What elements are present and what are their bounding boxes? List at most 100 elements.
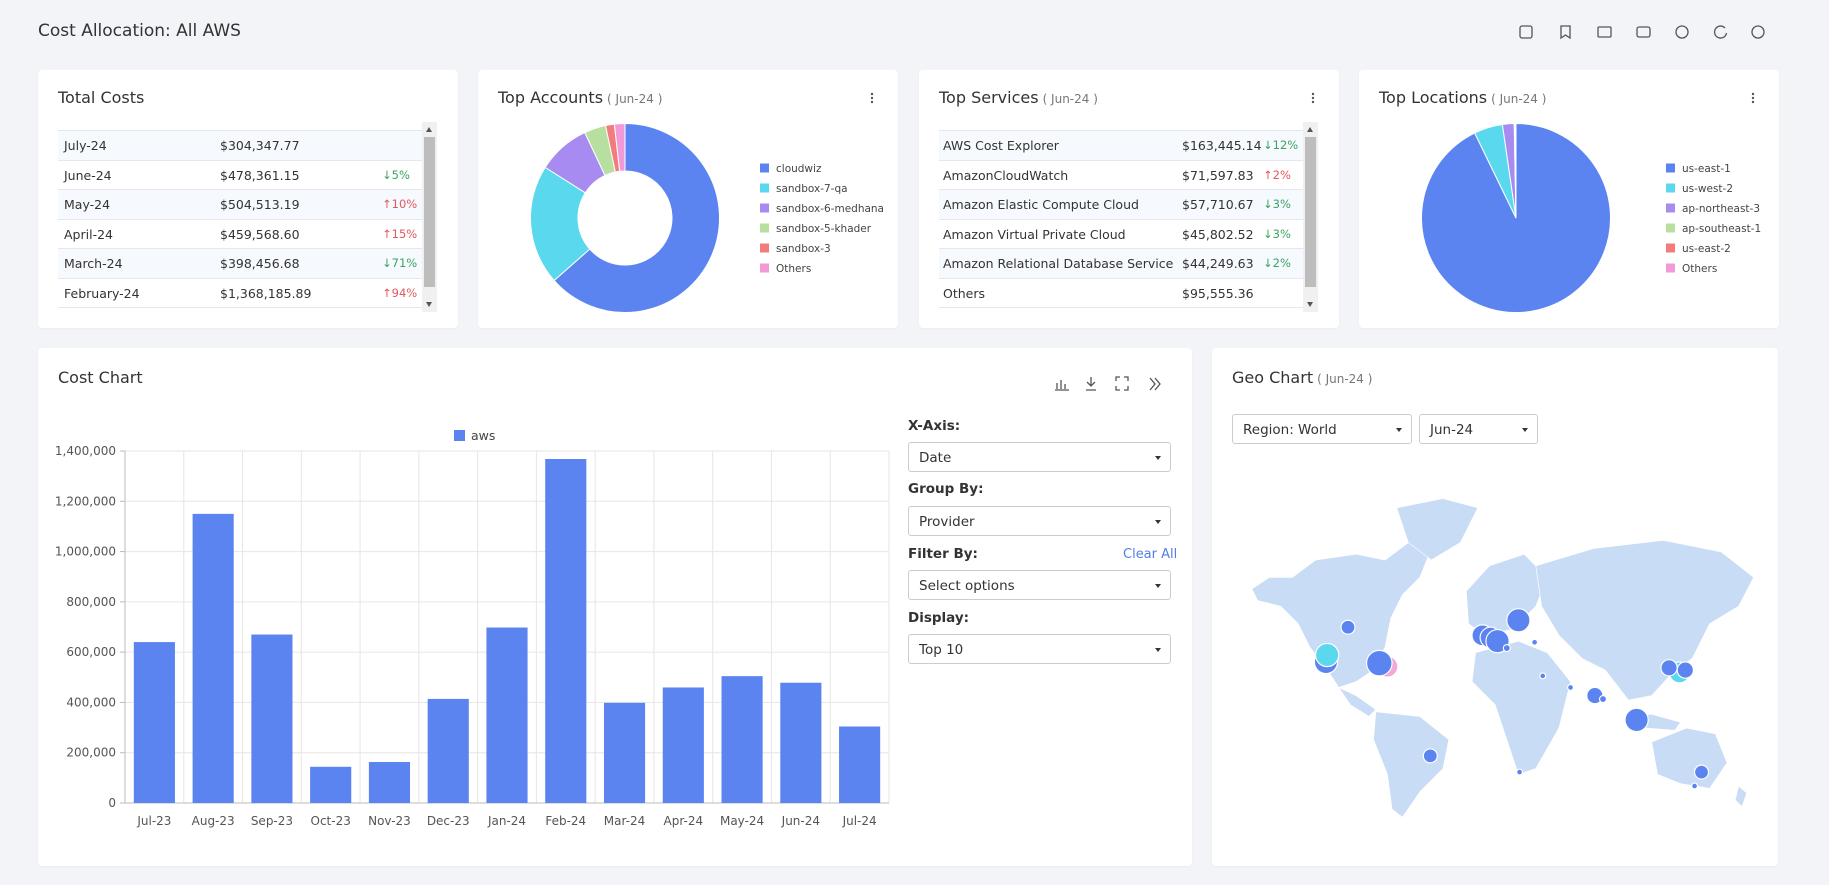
south-america xyxy=(1373,711,1450,818)
bar xyxy=(662,687,704,803)
chart-type-icon[interactable] xyxy=(1055,380,1069,391)
location-bubble[interactable] xyxy=(1506,608,1531,633)
x-tick-label: Apr-24 xyxy=(664,814,704,828)
location-bubble[interactable] xyxy=(1598,695,1608,704)
x-axis-select[interactable]: Date xyxy=(908,442,1171,472)
table-cell: $45,802.52 xyxy=(1182,226,1254,242)
y-tick-label: 800,000 xyxy=(66,595,116,609)
clear-all-link[interactable]: Clear All xyxy=(1123,547,1178,562)
location-bubble[interactable] xyxy=(1624,707,1649,733)
legend-label: cloudwiz xyxy=(776,163,822,175)
filter-by-select[interactable]: Select options xyxy=(908,570,1171,600)
legend-swatch xyxy=(760,183,769,193)
location-bubble[interactable] xyxy=(1502,644,1511,653)
panel-title: Geo Chart( Jun-24 ) xyxy=(1232,368,1372,387)
x-tick-label: May-24 xyxy=(720,814,764,828)
greenland xyxy=(1396,498,1479,561)
bookmark-icon[interactable] xyxy=(1560,25,1571,40)
chart-toolbar xyxy=(1055,376,1161,391)
period-select[interactable]: Jun-24 xyxy=(1419,414,1538,444)
location-bubble[interactable] xyxy=(1422,748,1438,764)
scrollbar[interactable] xyxy=(422,122,437,312)
legend-label: us-west-2 xyxy=(1682,183,1733,195)
bar xyxy=(780,682,822,803)
location-bubble[interactable] xyxy=(1567,684,1575,691)
top-services-table: AWS Cost Explorer $163,445.14 ↓12% AmazonCl… xyxy=(939,130,1303,308)
table-cell: ↑15% xyxy=(382,226,418,241)
x-tick-label: Aug-23 xyxy=(192,814,235,828)
group-by-select[interactable]: Provider xyxy=(908,506,1171,536)
header-toolbar xyxy=(1519,25,1765,40)
legend-label: ap-northeast-3 xyxy=(1682,203,1760,215)
fullscreen-icon[interactable] xyxy=(1115,376,1129,391)
refresh-icon[interactable] xyxy=(1713,25,1728,39)
location-bubble[interactable] xyxy=(1676,661,1694,679)
mail-icon[interactable] xyxy=(1597,26,1612,38)
collapse-icon[interactable] xyxy=(1149,377,1161,391)
location-bubble[interactable] xyxy=(1516,768,1524,776)
region-select[interactable]: Region: World xyxy=(1232,414,1412,444)
scrollbar[interactable] xyxy=(1303,122,1318,312)
cost-chart-panel: Cost Chart 0 200,000 400,000 600,000 800,000… xyxy=(38,348,1192,866)
menu-icon[interactable] xyxy=(1751,92,1755,104)
display-select[interactable]: Top 10 xyxy=(908,634,1171,664)
legend-label: aws xyxy=(471,428,495,443)
location-bubble[interactable] xyxy=(1531,638,1539,646)
table-cell: ↓5% xyxy=(382,167,410,182)
table-cell: Others xyxy=(943,285,986,301)
location-bubble[interactable] xyxy=(1340,619,1356,635)
bar xyxy=(310,766,352,803)
legend-swatch xyxy=(454,430,465,441)
download-icon[interactable] xyxy=(1086,377,1096,391)
bar xyxy=(368,762,411,803)
menu-icon[interactable] xyxy=(1311,92,1315,104)
info-icon[interactable] xyxy=(1675,25,1689,39)
location-bubble[interactable] xyxy=(1691,782,1699,790)
bar xyxy=(427,698,469,803)
africa xyxy=(1471,640,1571,775)
table-cell: ↓12% xyxy=(1263,138,1299,152)
help-icon[interactable] xyxy=(1751,25,1765,39)
legend-swatch xyxy=(760,203,769,213)
location-bubble[interactable] xyxy=(1660,659,1678,677)
x-tick-label: Jul-24 xyxy=(842,814,877,828)
title-text: Top Accounts xyxy=(498,88,604,107)
total-costs-panel: Total Costs July-24 $304,347.77 June-24 $47… xyxy=(38,70,458,328)
table-row: July-24 $304,347.77 xyxy=(58,131,422,161)
table-cell: $163,445.14 xyxy=(1182,138,1262,153)
legend-label: sandbox-3 xyxy=(776,243,831,255)
location-bubble[interactable] xyxy=(1693,764,1710,780)
table-cell: April-24 xyxy=(64,226,113,242)
legend-swatch xyxy=(1666,163,1675,173)
x-tick-label: Jan-24 xyxy=(487,814,526,828)
bar xyxy=(133,642,175,803)
y-tick-label: 600,000 xyxy=(66,645,116,659)
legend-swatch xyxy=(1666,223,1675,233)
location-bubble[interactable] xyxy=(1314,642,1340,668)
subtitle: ( Jun-24 ) xyxy=(1317,372,1373,386)
table-cell: June-24 xyxy=(64,167,112,183)
donut-chart: cloudwiz sandbox-7-qa sandbox-6-medhana san… xyxy=(530,122,884,313)
table-cell: ↑94% xyxy=(382,285,418,300)
legend-swatch xyxy=(760,243,769,253)
page-title: Cost Allocation: All AWS xyxy=(38,21,241,41)
legend-label: sandbox-6-medhana xyxy=(776,203,884,215)
camera-icon[interactable] xyxy=(1636,26,1651,38)
bar-chart: 0 200,000 400,000 600,000 800,000 1,000,000 1,… xyxy=(55,428,890,828)
legend-swatch xyxy=(1666,203,1675,213)
world-map xyxy=(1251,498,1755,818)
location-bubble[interactable] xyxy=(1539,672,1547,680)
menu-icon[interactable] xyxy=(870,92,874,104)
top-services-panel: Top Services( Jun-24 ) AWS Cost Explorer… xyxy=(919,70,1339,328)
title-text: Geo Chart xyxy=(1232,368,1314,387)
share-icon[interactable] xyxy=(1519,25,1533,39)
y-tick-label: 400,000 xyxy=(66,695,116,709)
table-row: AWS Cost Explorer $163,445.14 ↓12% xyxy=(939,131,1303,161)
x-tick-label: Dec-23 xyxy=(427,814,470,828)
central-america xyxy=(1337,686,1377,717)
location-bubble[interactable] xyxy=(1365,649,1393,677)
x-tick-label: Oct-23 xyxy=(311,814,351,828)
table-cell: $504,513.19 xyxy=(220,197,300,212)
y-tick-label: 1,000,000 xyxy=(55,545,116,559)
legend-label: sandbox-7-qa xyxy=(776,183,848,195)
